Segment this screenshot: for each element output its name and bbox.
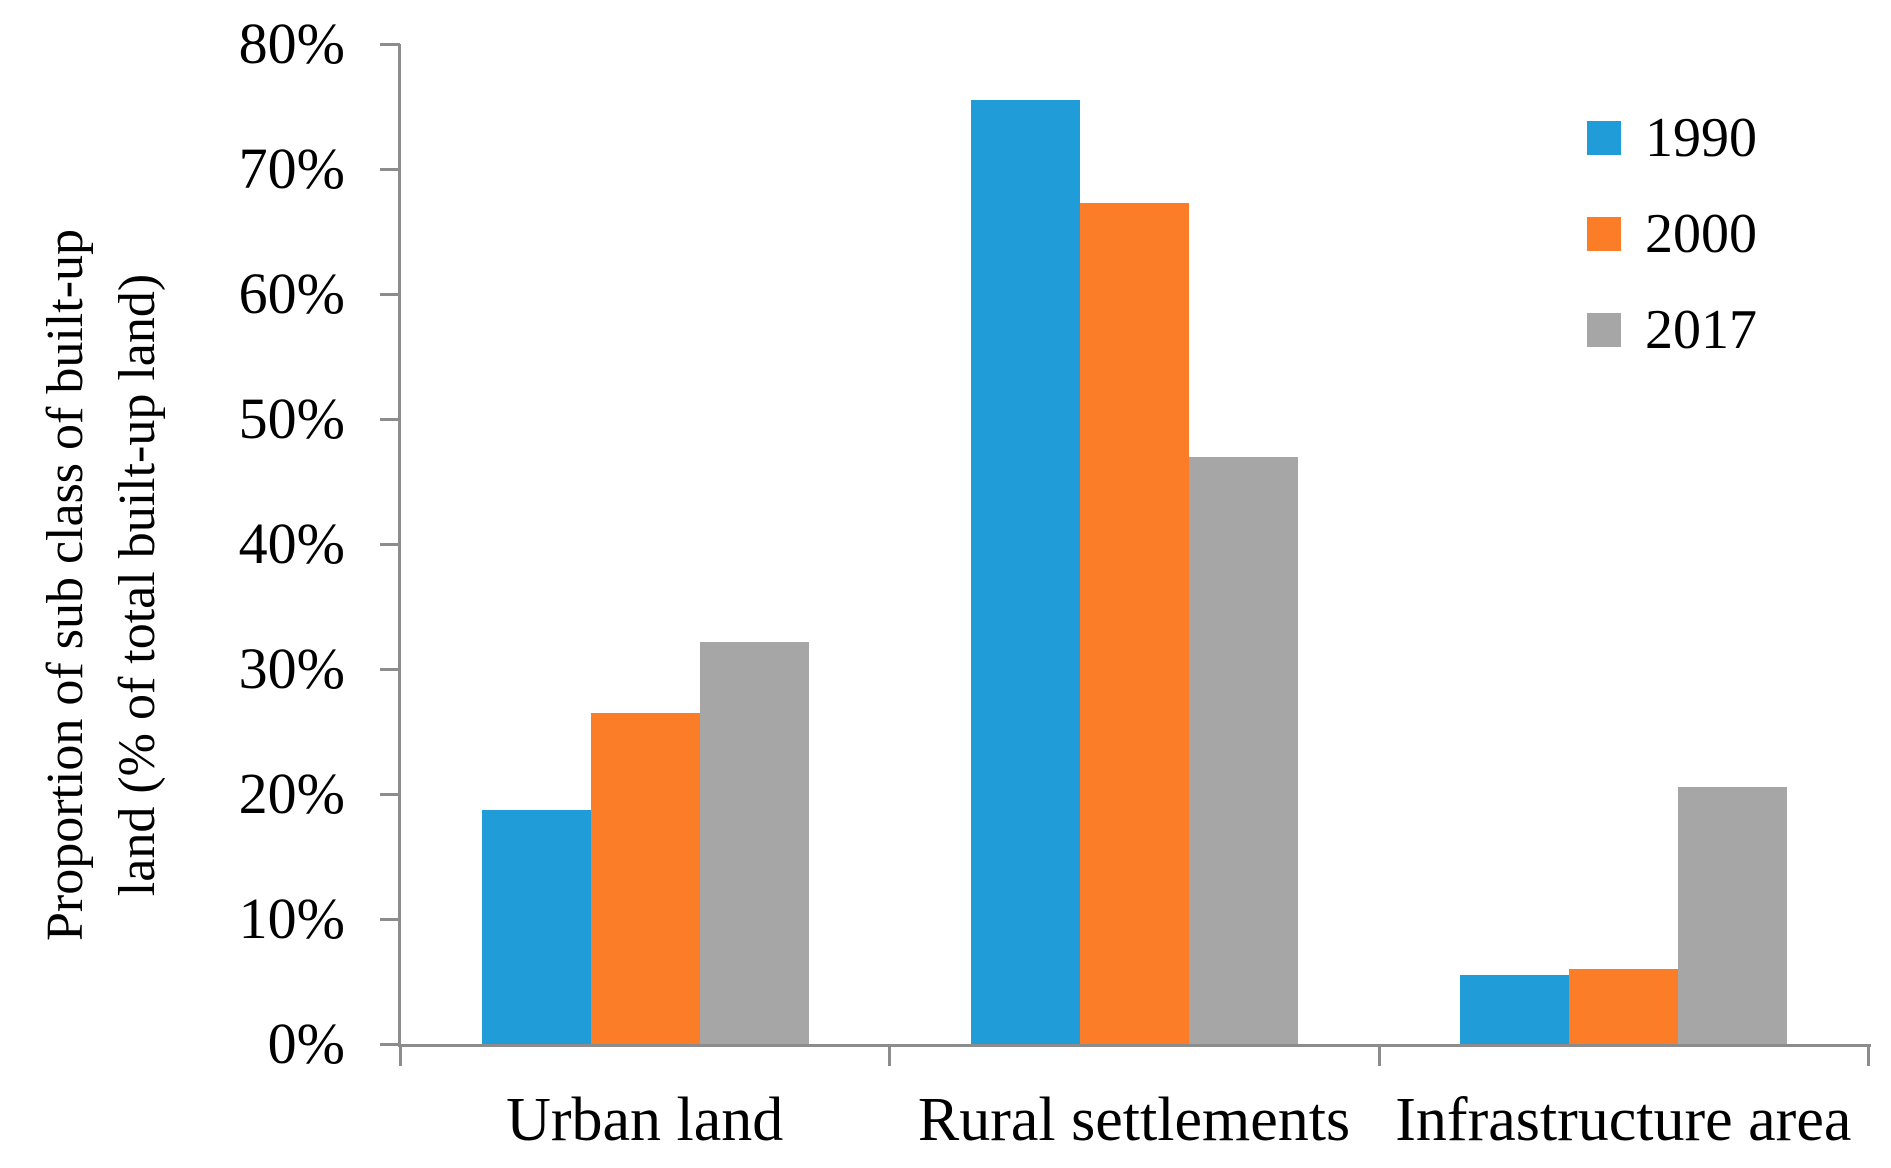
y-tick	[380, 168, 400, 171]
y-tick	[380, 43, 400, 46]
bar-urban-land-2000	[590, 712, 700, 1044]
y-tick	[380, 918, 400, 921]
bar-infrastructure-area-2017	[1678, 786, 1788, 1044]
legend-swatch-1990	[1587, 121, 1621, 155]
y-tick-label: 40%	[238, 511, 345, 576]
x-category-label-urban-land: Urban land	[506, 1086, 784, 1154]
bar-urban-land-1990	[481, 810, 591, 1044]
y-tick-label: 80%	[238, 11, 345, 76]
y-tick	[380, 793, 400, 796]
legend-label-2017: 2017	[1645, 299, 1757, 361]
x-category-label-rural-settlements: Rural settlements	[917, 1086, 1351, 1154]
x-category-boundary-tick	[1377, 1044, 1381, 1066]
bar-infrastructure-area-1990	[1460, 975, 1570, 1044]
bar-rural-settlements-1990	[970, 100, 1080, 1044]
x-category-boundary-tick	[399, 1044, 402, 1066]
y-tick-label: 10%	[238, 886, 345, 951]
y-tick-label: 0%	[267, 1011, 345, 1076]
x-category-boundary-tick	[1867, 1044, 1870, 1066]
legend-swatch-2017	[1587, 313, 1621, 347]
y-tick	[380, 293, 400, 296]
y-tick-label: 30%	[238, 636, 345, 701]
bar-rural-settlements-2017	[1188, 456, 1298, 1044]
y-tick	[380, 543, 400, 546]
y-tick-label: 70%	[238, 136, 345, 201]
x-category-label-infrastructure-area: Infrastructure area	[1395, 1086, 1852, 1154]
legend-label-1990: 1990	[1645, 107, 1757, 169]
x-category-boundary-tick	[888, 1044, 892, 1066]
y-tick	[380, 1043, 400, 1046]
bar-infrastructure-area-2000	[1569, 969, 1679, 1044]
legend-label-2000: 2000	[1645, 203, 1757, 265]
y-tick	[380, 668, 400, 671]
legend-swatch-2000	[1587, 217, 1621, 251]
y-tick-label: 60%	[238, 261, 345, 326]
y-tick-label: 50%	[238, 386, 345, 451]
y-tick	[380, 418, 400, 421]
bar-rural-settlements-2000	[1079, 202, 1189, 1044]
y-tick-label: 20%	[238, 761, 345, 826]
bar-urban-land-2017	[699, 641, 809, 1044]
x-axis-line	[398, 1044, 1871, 1047]
